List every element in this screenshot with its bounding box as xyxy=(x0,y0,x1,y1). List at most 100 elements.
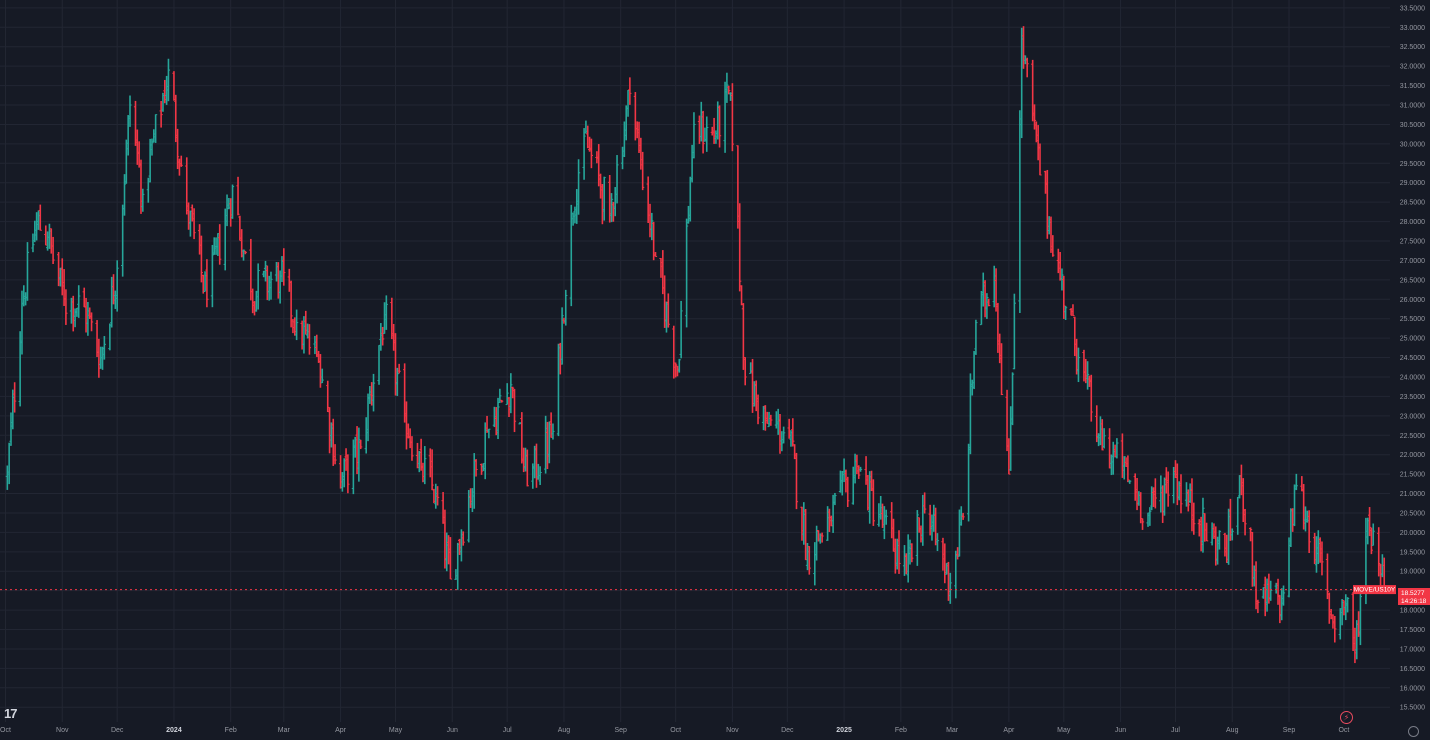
x-tick-label: Nov xyxy=(56,727,69,734)
y-tick-label: 21.5000 xyxy=(1400,472,1425,479)
ohlc-bar xyxy=(653,252,658,258)
y-tick-label: 28.5000 xyxy=(1400,200,1425,207)
ohlc-bar xyxy=(1128,480,1132,484)
symbol-label-box xyxy=(1353,585,1396,595)
ohlc-bar xyxy=(538,466,542,485)
ohlc-bar xyxy=(512,389,517,433)
ohlc-bar xyxy=(1230,528,1234,541)
x-tick-label: Oct xyxy=(0,727,11,734)
ohlc-bar xyxy=(141,188,145,212)
ohlc-bar xyxy=(487,428,491,439)
ohlc-bar xyxy=(576,159,581,215)
x-tick-label: Feb xyxy=(895,727,907,734)
ohlc-bar xyxy=(436,486,440,506)
ohlc-bar xyxy=(884,509,888,525)
ohlc-bar xyxy=(1166,471,1170,507)
ohlc-bar xyxy=(25,242,30,301)
y-tick-label: 20.5000 xyxy=(1400,510,1425,517)
ohlc-bar xyxy=(496,397,500,440)
ohlc-bar xyxy=(985,293,989,319)
ohlc-bar xyxy=(384,295,388,330)
ohlc-bar xyxy=(150,138,154,156)
ohlc-bar xyxy=(38,204,42,231)
bar-countdown: 14:26:18 xyxy=(1401,598,1427,605)
y-tick-label: 20.0000 xyxy=(1400,530,1425,537)
ohlc-bar xyxy=(333,444,337,465)
ohlc-bar xyxy=(108,323,112,351)
ohlc-bar xyxy=(1248,527,1253,542)
ohlc-bar xyxy=(1333,615,1337,643)
ohlc-bar xyxy=(791,418,795,447)
ohlc-bar xyxy=(871,479,875,526)
ohlc-bar xyxy=(743,356,747,386)
ohlc-bar xyxy=(935,533,940,552)
x-tick-label: Jun xyxy=(1115,727,1126,734)
x-tick-label: 2024 xyxy=(166,727,182,734)
ohlc-bar xyxy=(560,307,564,365)
y-tick-label: 22.0000 xyxy=(1400,452,1425,459)
ohlc-bar xyxy=(701,110,705,154)
y-tick-label: 15.5000 xyxy=(1400,705,1425,712)
y-tick-label: 23.5000 xyxy=(1400,394,1425,401)
ohlc-bar xyxy=(674,362,678,378)
ohlc-bar xyxy=(730,83,734,152)
y-tick-label: 29.0000 xyxy=(1400,180,1425,187)
y-tick-label: 30.0000 xyxy=(1400,141,1425,148)
ohlc-bar xyxy=(794,452,799,510)
x-tick-label: Aug xyxy=(1226,727,1239,734)
x-tick-label: Apr xyxy=(1003,727,1015,734)
ohlc-bar xyxy=(13,382,17,413)
ohlc-bar xyxy=(602,176,606,221)
ohlc-bar xyxy=(64,289,68,325)
ohlc-bar xyxy=(923,492,927,514)
ohlc-bar xyxy=(159,100,163,128)
x-tick-label: 2025 xyxy=(836,727,852,734)
ohlc-bar xyxy=(857,465,861,479)
x-tick-label: Sep xyxy=(1283,727,1296,734)
lightning-icon[interactable]: ⚡ xyxy=(1340,711,1353,724)
ohlc-bar xyxy=(1089,374,1093,422)
ohlc-bar xyxy=(500,399,504,403)
ohlc-bar xyxy=(915,510,919,566)
tradingview-logo-icon[interactable]: 17 xyxy=(4,706,18,721)
ohlc-bar xyxy=(1269,580,1273,601)
x-tick-label: May xyxy=(1057,727,1071,734)
ohlc-bar xyxy=(282,248,286,286)
y-tick-label: 27.0000 xyxy=(1400,258,1425,265)
y-tick-label: 32.5000 xyxy=(1400,44,1425,51)
ohlc-bar xyxy=(320,368,324,384)
ohlc-bar xyxy=(948,572,952,604)
ohlc-bar xyxy=(397,363,401,374)
x-tick-label: Mar xyxy=(278,727,291,734)
x-tick-label: Jun xyxy=(447,727,458,734)
y-tick-label: 18.0000 xyxy=(1400,608,1425,615)
ohlc-bar xyxy=(987,298,991,307)
x-tick-label: Feb xyxy=(225,727,237,734)
gear-icon[interactable] xyxy=(1408,726,1419,737)
ohlc-bar xyxy=(589,138,594,169)
ohlc-bar xyxy=(395,367,399,396)
ohlc-bar xyxy=(717,105,722,148)
ohlc-bar xyxy=(51,236,55,264)
y-tick-label: 27.5000 xyxy=(1400,239,1425,246)
ohlc-bar xyxy=(89,312,94,332)
ohlc-bar xyxy=(609,193,614,223)
ohlc-bar xyxy=(1243,508,1247,536)
ohlc-bar xyxy=(230,184,235,219)
ohlc-bar xyxy=(1086,361,1090,390)
ohlc-bar xyxy=(199,235,204,283)
ohlc-bar xyxy=(641,151,645,191)
ohlc-bar xyxy=(176,128,180,170)
price-scale: 15.5000 16.0000 16.5000 17.0000 17.5000 18.00… xyxy=(1400,5,1425,711)
y-tick-label: 31.5000 xyxy=(1400,83,1425,90)
y-tick-label: 29.5000 xyxy=(1400,161,1425,168)
ohlc-bar xyxy=(961,512,965,520)
ohlc-bar xyxy=(479,463,484,475)
y-tick-label: 17.0000 xyxy=(1400,646,1425,653)
ohlc-bar xyxy=(1186,489,1190,512)
last-price-tag[interactable]: MOVE/US10Y 18.5277 14:26:18 xyxy=(1353,585,1430,605)
y-tick-label: 28.0000 xyxy=(1400,219,1425,226)
ohlc-bar xyxy=(1018,110,1022,314)
